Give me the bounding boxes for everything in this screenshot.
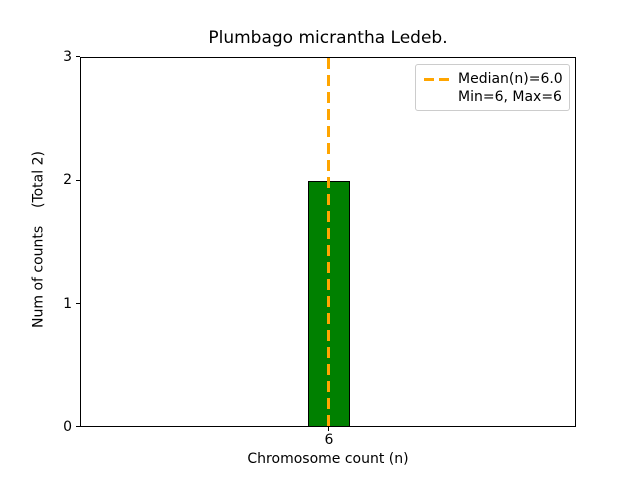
- legend-label-median: Median(n)=6.0: [458, 71, 563, 87]
- plot-area: Median(n)=6.0 Min=6, Max=6: [80, 57, 576, 427]
- x-axis-label: Chromosome count (n): [247, 451, 409, 467]
- chart-title: Plumbago micrantha Ledeb.: [208, 28, 448, 48]
- legend: Median(n)=6.0 Min=6, Max=6: [415, 64, 570, 111]
- legend-entry-median: Median(n)=6.0: [424, 70, 563, 88]
- dashed-line-swatch: [424, 77, 450, 81]
- y-tick-label-2: 2: [63, 172, 72, 188]
- y-tick-mark-1: [76, 303, 80, 305]
- y-tick-label-1: 1: [63, 296, 72, 312]
- x-tick-mark-6: [328, 427, 330, 431]
- y-tick-label-3: 3: [63, 49, 72, 65]
- x-tick-label-6: 6: [324, 432, 334, 448]
- y-tick-mark-2: [76, 180, 80, 182]
- legend-label-minmax: Min=6, Max=6: [458, 89, 562, 105]
- y-axis-label: Num of counts (Total 2): [30, 151, 47, 328]
- empty-swatch: [424, 96, 450, 99]
- y-tick-mark-0: [76, 426, 80, 428]
- y-tick-mark-3: [76, 56, 80, 58]
- median-line: [327, 58, 330, 426]
- legend-entry-minmax: Min=6, Max=6: [424, 88, 562, 106]
- y-tick-label-0: 0: [63, 419, 72, 435]
